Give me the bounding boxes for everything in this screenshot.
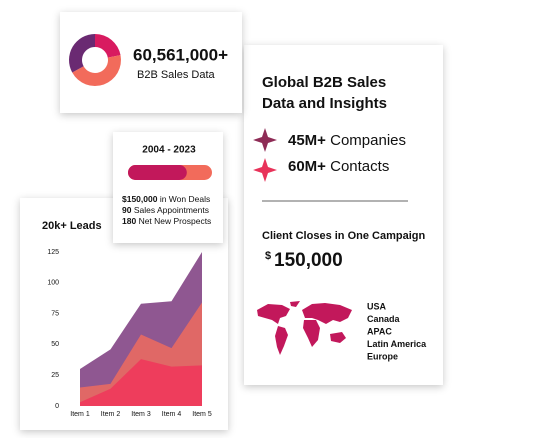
region: APAC	[367, 326, 392, 336]
donut-segment	[72, 55, 122, 87]
progress-fill	[128, 165, 187, 180]
region: Latin America	[367, 339, 427, 349]
period-value: 90	[122, 205, 132, 215]
region: USA	[367, 301, 387, 311]
insights-title: Data and Insights	[262, 95, 387, 112]
x-tick-label: Item 5	[192, 411, 212, 418]
region: Europe	[367, 351, 398, 361]
period-line: 180 Net New Prospects	[122, 216, 211, 226]
y-tick-label: 125	[47, 249, 59, 256]
stat-value: 45M+	[288, 132, 326, 149]
insights-title: Global B2B Sales	[262, 74, 386, 91]
period-value: 180	[122, 216, 136, 226]
donut-segment	[69, 34, 95, 73]
region: Canada	[367, 314, 401, 324]
stat-label: Companies	[330, 132, 406, 149]
period-label: Net New Prospects	[139, 216, 212, 226]
currency: $	[265, 250, 271, 262]
donut-caption: B2B Sales Data	[137, 69, 216, 81]
period-label: in Won Deals	[160, 194, 210, 204]
y-tick-label: 100	[47, 280, 59, 287]
y-tick-label: 75	[51, 310, 59, 317]
world-map	[257, 301, 352, 355]
closes-label: Client Closes in One Campaign	[262, 230, 425, 242]
period-label: Sales Appointments	[134, 205, 209, 215]
period-line: 90 Sales Appointments	[122, 205, 209, 215]
y-tick-label: 25	[51, 372, 59, 379]
x-tick-label: Item 3	[131, 411, 151, 418]
stat-value: 60M+	[288, 158, 326, 175]
x-tick-label: Item 4	[162, 411, 182, 418]
donut-card	[60, 12, 242, 113]
donut-stat: 60,561,000+	[133, 45, 228, 64]
donut-segment	[95, 34, 121, 58]
x-tick-label: Item 1	[70, 411, 90, 418]
period-value: $150,000	[122, 194, 158, 204]
period-line: $150,000 in Won Deals	[122, 194, 210, 204]
period-title: 2004 - 2023	[142, 145, 196, 156]
area	[80, 359, 202, 406]
stat: 45M+ Companies	[288, 132, 406, 149]
period-card	[113, 132, 223, 243]
stat-label: Contacts	[330, 158, 389, 175]
star-icon	[253, 128, 277, 152]
star-icon	[253, 158, 277, 182]
amount: 150,000	[274, 250, 343, 271]
chart-title: 20k+ Leads	[42, 220, 102, 232]
stat: 60M+ Contacts	[288, 158, 389, 175]
y-tick-label: 0	[55, 403, 59, 410]
insights-card	[244, 45, 443, 385]
y-tick-label: 50	[51, 341, 59, 348]
x-tick-label: Item 2	[101, 411, 121, 418]
